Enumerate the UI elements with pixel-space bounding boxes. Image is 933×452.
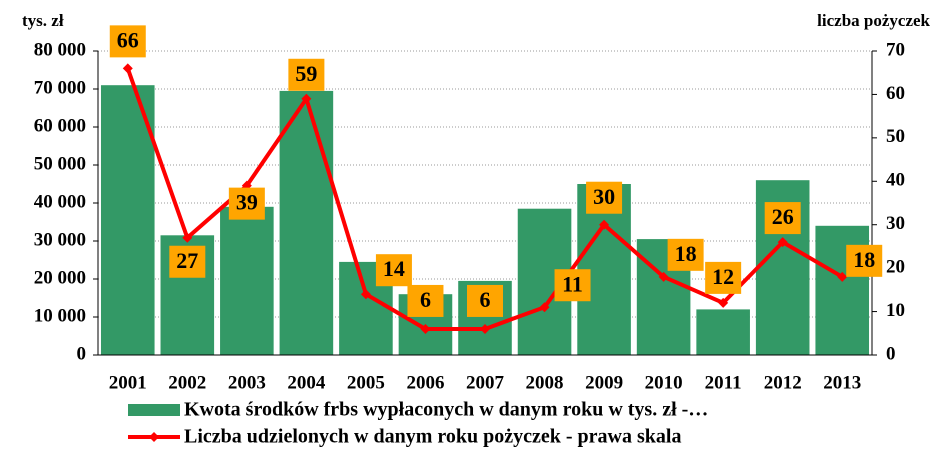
line-marker	[182, 232, 193, 243]
line-marker	[480, 323, 490, 334]
data-label: 14	[383, 256, 405, 281]
y2-axis-title: liczba pożyczek	[817, 11, 930, 30]
y-tick-label: 20 000	[34, 267, 86, 288]
line-marker	[420, 323, 431, 334]
data-label-box	[288, 58, 325, 91]
data-label: 18	[675, 241, 697, 266]
data-label-box	[375, 254, 412, 287]
x-tick-label: 2001	[109, 372, 147, 393]
y2-tick-label: 60	[886, 83, 905, 104]
y-tick-label: 30 000	[34, 229, 86, 250]
data-label-box	[586, 181, 623, 214]
data-label: 11	[562, 271, 583, 296]
y2-tick-label: 40	[886, 170, 905, 191]
line-marker	[539, 302, 550, 313]
x-tick-label: 2012	[764, 372, 802, 393]
data-label-box	[846, 244, 883, 277]
data-label: 12	[712, 264, 734, 289]
x-tick-label: 2007	[466, 372, 505, 393]
x-tick-label: 2010	[645, 372, 683, 393]
data-label-box	[467, 284, 503, 317]
x-tick-label: 2006	[406, 372, 444, 393]
y-tick-label: 0	[77, 343, 87, 364]
legend-label: Liczba udzielonych w danym roku pożyczek…	[184, 426, 681, 448]
line-marker	[360, 289, 371, 300]
data-label-box	[705, 261, 742, 294]
x-tick-label: 2008	[526, 372, 564, 393]
y-tick-label: 70 000	[34, 77, 86, 98]
y-tick-label: 80 000	[34, 39, 86, 60]
data-label-box	[667, 238, 704, 271]
data-label: 59	[295, 61, 317, 86]
data-label-box	[554, 269, 591, 302]
bar	[100, 85, 155, 355]
line-marker	[718, 297, 729, 308]
line-marker	[122, 63, 133, 74]
y-axis-title: tys. zł	[22, 11, 64, 30]
y2-tick-label: 0	[886, 343, 896, 364]
y2-tick-label: 70	[886, 39, 905, 60]
y2-tick-label: 10	[886, 300, 905, 321]
data-label: 26	[772, 204, 794, 229]
y2-tick-label: 20	[886, 257, 905, 278]
line-marker	[777, 237, 788, 248]
x-tick-label: 2004	[287, 372, 326, 393]
data-label: 66	[117, 27, 139, 52]
legend-marker	[149, 432, 159, 442]
y2-tick-label: 50	[886, 126, 905, 147]
x-tick-label: 2011	[705, 372, 742, 393]
line-marker	[301, 93, 312, 104]
x-tick-label: 2009	[585, 372, 623, 393]
x-tick-label: 2005	[347, 372, 385, 393]
bar	[220, 206, 274, 355]
data-label-box	[407, 284, 444, 317]
x-tick-label: 2003	[228, 372, 266, 393]
x-tick-label: 2002	[168, 372, 206, 393]
data-label: 39	[236, 190, 258, 215]
legend-swatch	[128, 404, 180, 416]
data-label-box	[109, 25, 146, 58]
data-label-box	[169, 245, 206, 278]
bar	[279, 90, 334, 356]
y-tick-label: 50 000	[34, 153, 86, 174]
data-label: 6	[420, 287, 431, 312]
data-label: 30	[593, 184, 615, 209]
y-tick-label: 40 000	[34, 191, 86, 212]
data-label: 27	[176, 248, 198, 273]
line-marker	[658, 271, 669, 282]
data-label: 6	[480, 287, 491, 312]
y2-tick-label: 30	[886, 213, 905, 234]
line-marker	[599, 219, 610, 230]
data-label-box	[764, 202, 801, 235]
x-tick-label: 2013	[823, 372, 861, 393]
legend-label: Kwota środków frbs wypłaconych w danym r…	[184, 399, 708, 421]
data-label: 18	[853, 247, 875, 272]
data-label-box	[228, 187, 265, 220]
bar	[696, 309, 750, 355]
line-marker	[837, 271, 848, 282]
y-tick-label: 60 000	[34, 115, 86, 136]
y-tick-label: 10 000	[34, 305, 86, 326]
